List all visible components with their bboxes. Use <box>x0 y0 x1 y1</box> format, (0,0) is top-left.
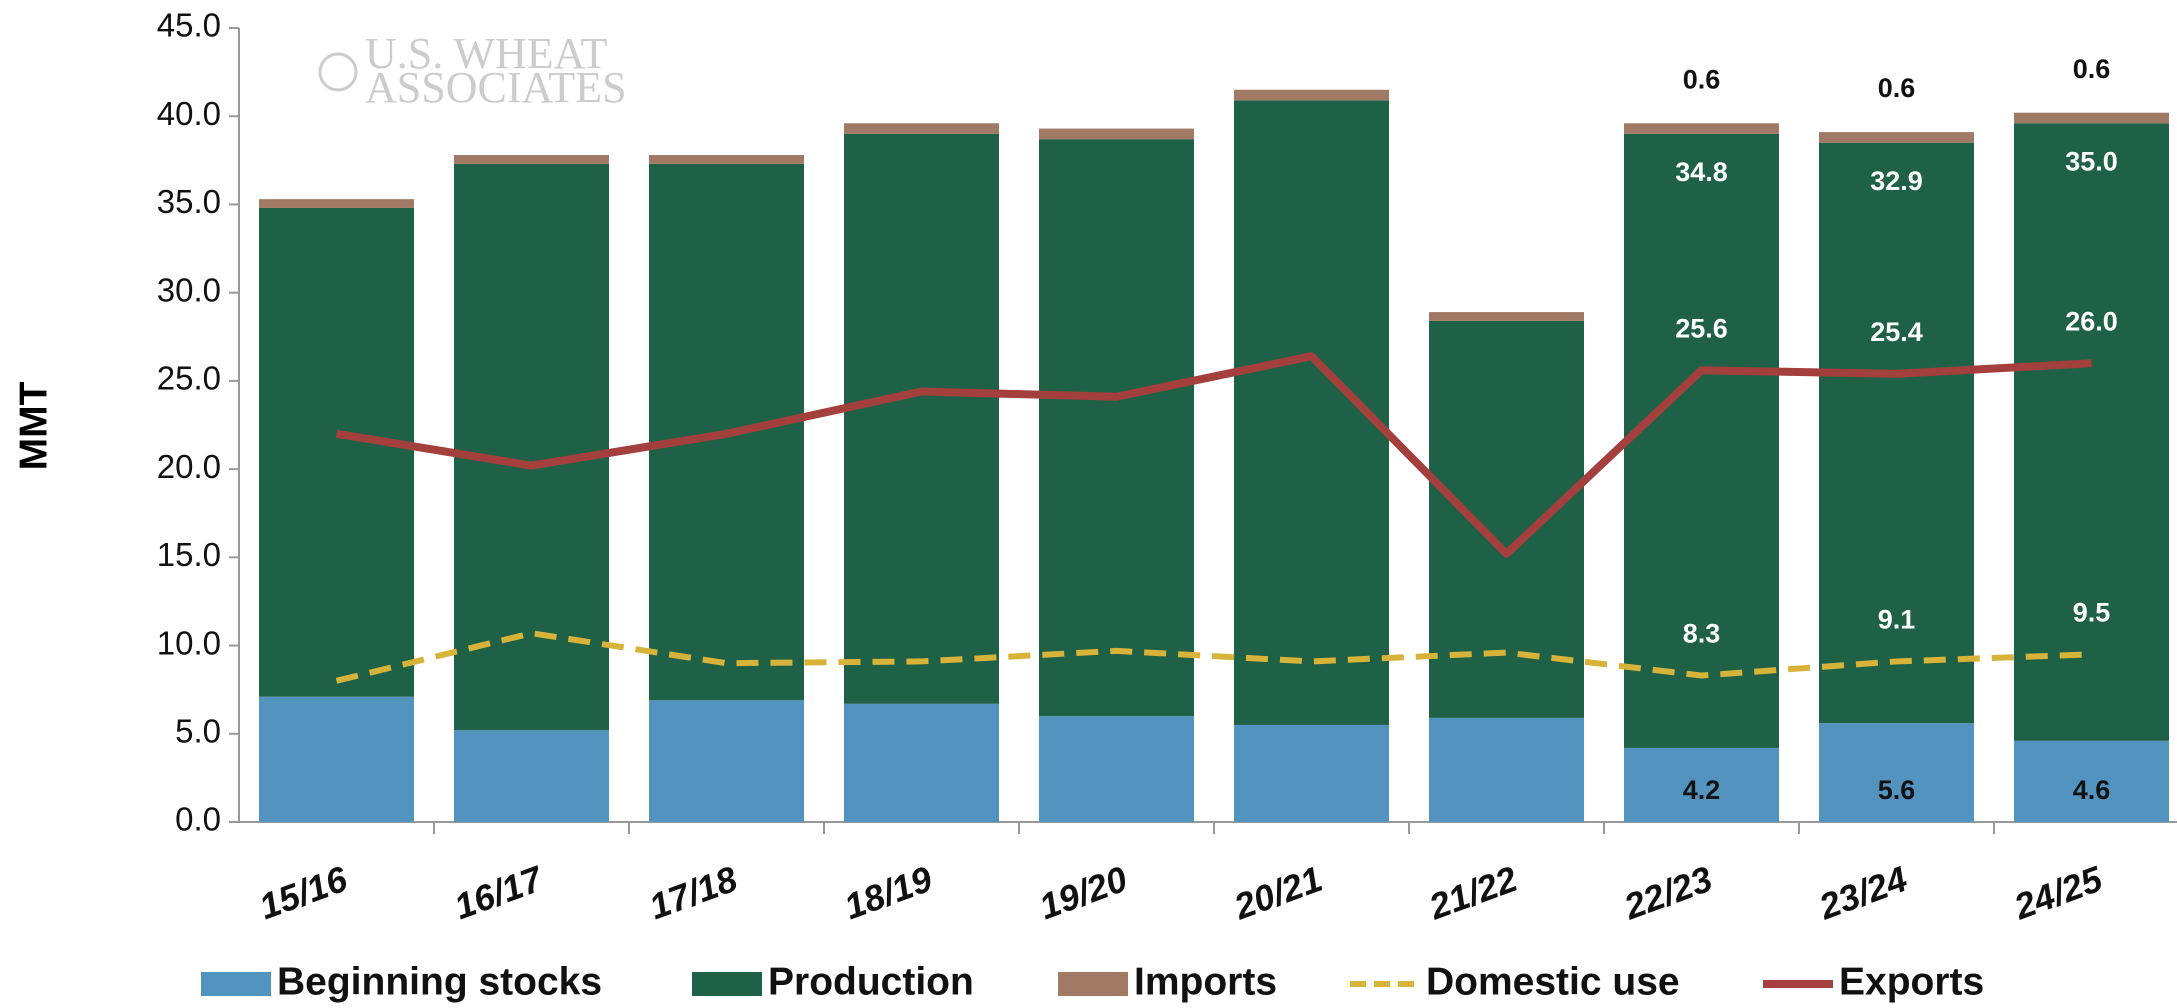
bar-segment <box>844 123 999 134</box>
bar-segment <box>1039 139 1194 717</box>
x-tick-label: 16/17 <box>449 857 550 927</box>
legend-swatch <box>692 972 762 996</box>
bar-segment <box>1429 717 1584 822</box>
y-axis-label: MMT <box>12 381 55 470</box>
value-label: 0.6 <box>2073 54 2111 84</box>
value-label: 34.8 <box>1675 157 1728 187</box>
y-tick-label: 45.0 <box>157 7 221 44</box>
y-tick-label: 5.0 <box>175 712 221 749</box>
value-label: 0.6 <box>1683 64 1721 94</box>
bar-segment <box>1624 123 1779 134</box>
y-tick-label: 30.0 <box>157 271 221 308</box>
bar-segment <box>1624 747 1779 822</box>
y-tick-label: 40.0 <box>157 95 221 132</box>
legend-label: Beginning stocks <box>277 960 602 1003</box>
watermark: ASSOCIATES <box>365 63 627 112</box>
bar-segment <box>649 700 804 822</box>
value-label: 9.5 <box>2073 598 2111 628</box>
x-tick-label: 17/18 <box>644 858 743 927</box>
bar-segment <box>2014 740 2169 822</box>
bar-segment <box>1819 142 1974 724</box>
bar-segment <box>1429 320 1584 718</box>
bar-segment <box>1819 723 1974 822</box>
y-tick-label: 20.0 <box>157 448 221 485</box>
value-label: 8.3 <box>1683 619 1721 649</box>
bar-segment <box>259 199 414 208</box>
bar-segment <box>454 163 609 731</box>
bar-segment <box>844 703 999 822</box>
value-label: 35.0 <box>2065 146 2118 176</box>
bar-segment <box>454 155 609 164</box>
value-label: 5.6 <box>1878 775 1916 805</box>
value-label: 4.2 <box>1683 775 1721 805</box>
bar-segment <box>2014 112 2169 124</box>
legend-swatch <box>1058 972 1128 996</box>
value-label: 9.1 <box>1878 605 1916 635</box>
bar-segment <box>1039 716 1194 822</box>
bar-segment <box>1039 128 1194 140</box>
y-tick-label: 10.0 <box>157 624 221 661</box>
bar-segment <box>1234 724 1389 822</box>
bar-segment <box>259 207 414 697</box>
value-label: 4.6 <box>2073 775 2111 805</box>
y-tick-label: 0.0 <box>175 801 221 838</box>
bar-segment <box>1819 132 1974 143</box>
x-tick-label: 15/16 <box>254 858 354 928</box>
legend-label: Domestic use <box>1426 960 1680 1003</box>
bar-segment <box>1429 312 1584 321</box>
watermark: U.S. WHEAT <box>365 29 608 78</box>
legend-label: Production <box>768 960 974 1003</box>
x-tick-label: 20/21 <box>1228 858 1328 928</box>
y-tick-label: 15.0 <box>157 536 221 573</box>
legend-label: Imports <box>1134 960 1277 1003</box>
value-label: 26.0 <box>2065 306 2118 336</box>
bar-segment <box>1624 133 1779 748</box>
x-tick-label: 18/19 <box>839 858 938 927</box>
x-tick-label: 22/23 <box>1618 858 1718 928</box>
value-label: 25.4 <box>1870 317 1923 347</box>
bar-segment <box>454 730 609 822</box>
x-tick-label: 21/22 <box>1423 858 1523 928</box>
x-tick-label: 23/24 <box>1813 858 1913 928</box>
bar-segment <box>1234 89 1389 101</box>
x-tick-label: 19/20 <box>1034 858 1133 927</box>
bar-segment <box>844 133 999 704</box>
value-label: 25.6 <box>1675 313 1728 343</box>
value-label: 32.9 <box>1870 166 1923 196</box>
value-label: 0.6 <box>1878 73 1916 103</box>
legend-label: Exports <box>1839 960 1984 1003</box>
line-series <box>335 630 2092 684</box>
watermark-icon <box>318 52 358 92</box>
bar-segment <box>2014 123 2169 741</box>
line-series <box>335 352 2092 558</box>
legend-swatch <box>201 972 271 996</box>
y-tick-label: 25.0 <box>157 360 221 397</box>
bar-segment <box>649 155 804 164</box>
y-tick-label: 35.0 <box>157 183 221 220</box>
bar-segment <box>259 696 414 822</box>
x-tick-label: 24/25 <box>2008 858 2109 928</box>
